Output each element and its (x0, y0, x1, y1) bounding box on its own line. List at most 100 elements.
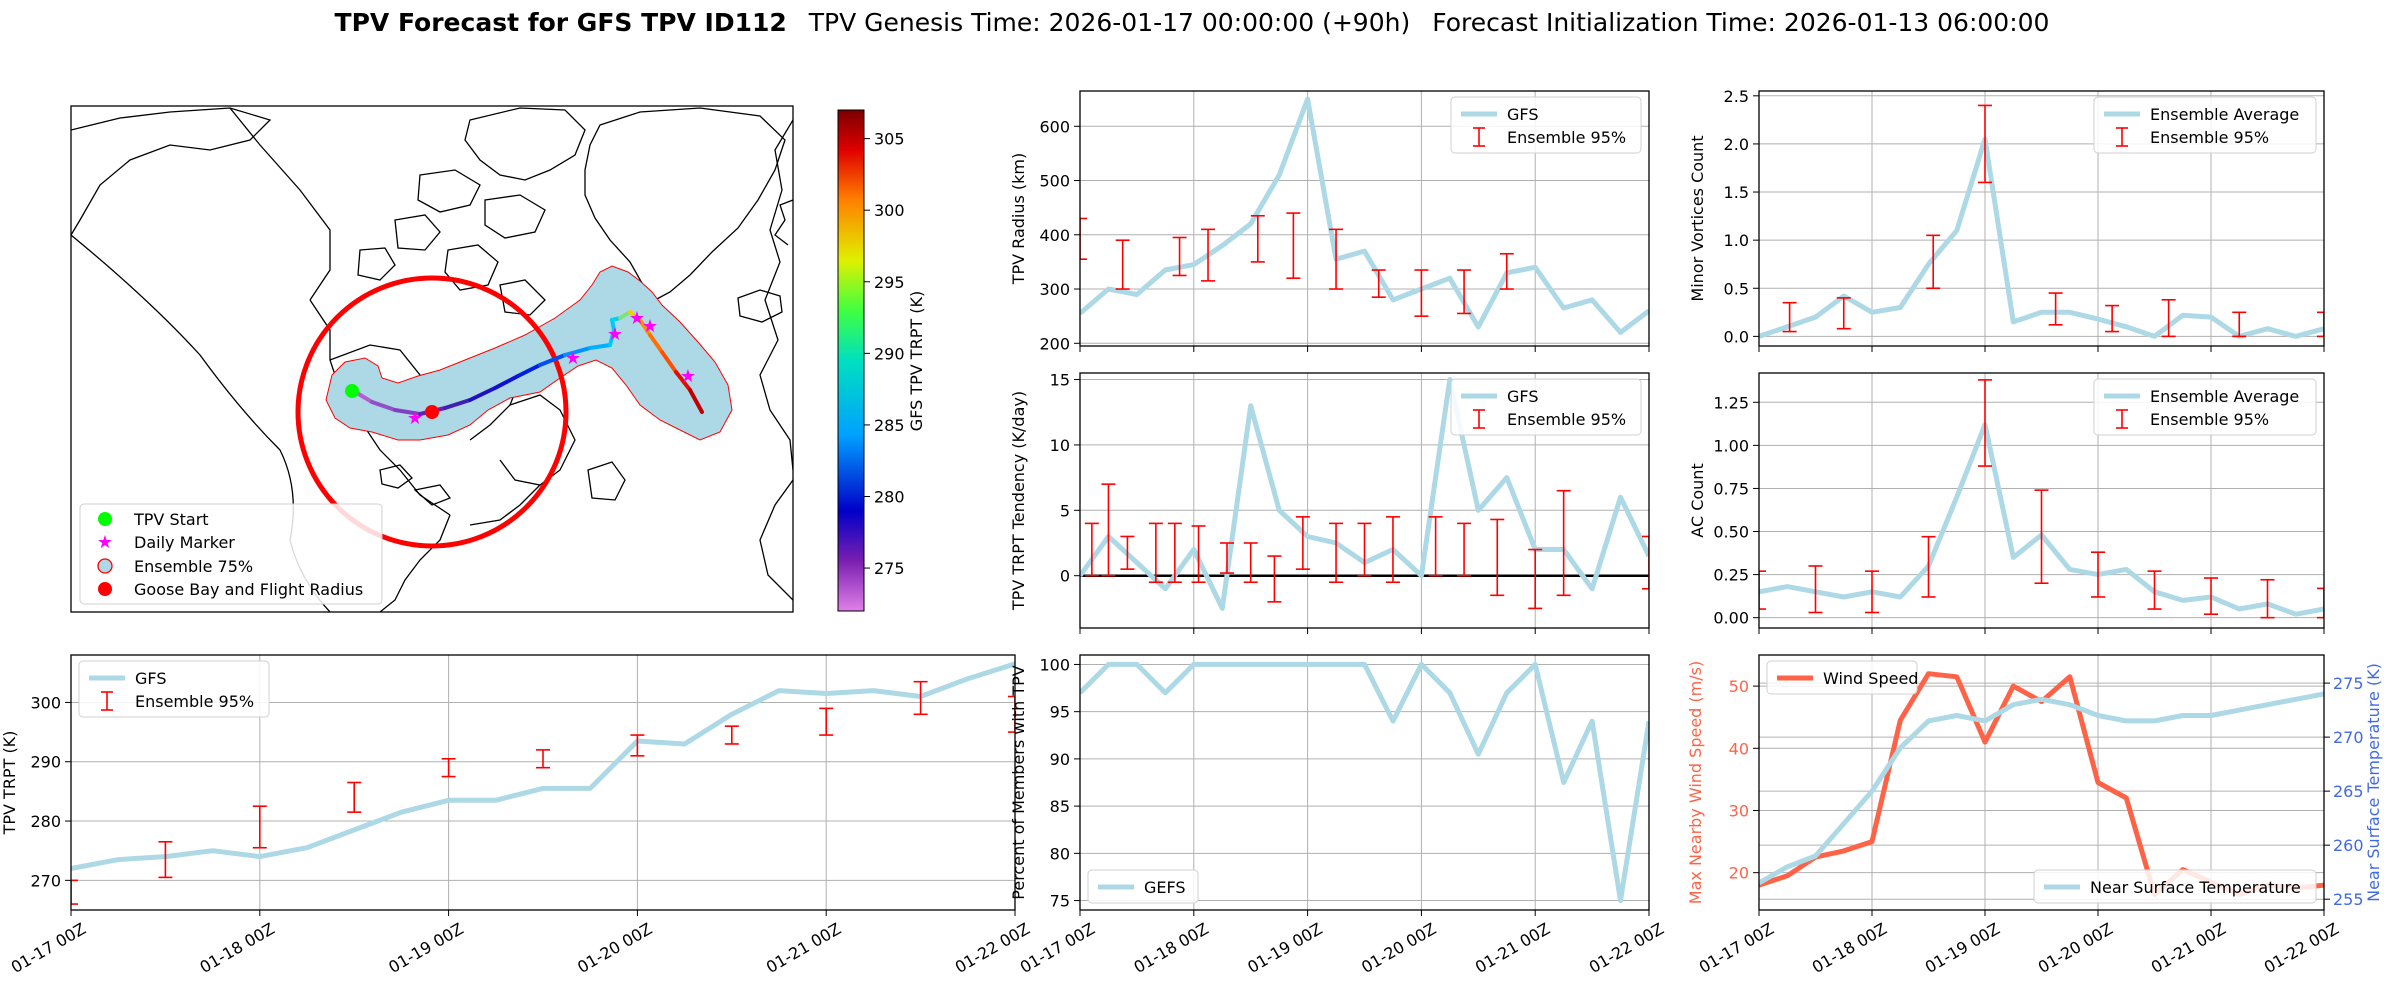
y-tick-label: 2.0 (1724, 135, 1749, 154)
series-line-0 (1759, 674, 2324, 895)
legend-label: Ensemble Average (2150, 387, 2299, 406)
y-tick-label: 1.00 (1713, 436, 1749, 455)
y-tick-label: 280 (30, 812, 61, 831)
legend-label: Ensemble 95% (2150, 128, 2269, 147)
legend-ensemble-marker (98, 559, 112, 573)
y-tick-label: 50 (1729, 677, 1749, 696)
errorbar (2049, 293, 2063, 325)
errorbar (1557, 491, 1571, 596)
y-tick-label: 0.5 (1724, 279, 1749, 298)
x-tick-label: 01-18 00Z (1809, 919, 1890, 977)
map-legend: TPV Start ★ Daily Marker Ensemble 75% Go… (80, 504, 382, 604)
y-tick-label: 2.5 (1724, 87, 1749, 106)
errorbar (158, 842, 172, 878)
y-tick-label: 300 (30, 693, 61, 712)
legend: GFS Ensemble 95% (79, 661, 269, 717)
x-tick-label: 01-17 00Z (8, 919, 89, 977)
errorbar (1457, 523, 1471, 575)
legend-label: Wind Speed (1823, 669, 1918, 688)
y-tick-label: 10 (1050, 436, 1070, 455)
x-tick-label: 01-22 00Z (1586, 919, 1667, 977)
y-tick-label: 40 (1729, 739, 1749, 758)
x-tick-label: 01-21 00Z (2148, 919, 2229, 977)
y-tick-label: 5 (1060, 501, 1070, 520)
y-axis-label: Minor Vortices Count (1688, 135, 1707, 301)
x-tick-label: 01-21 00Z (1472, 919, 1553, 977)
y-tick-label: 75 (1050, 892, 1070, 911)
colorbar-tick-label: 300 (874, 201, 905, 220)
goose-bay-marker (425, 405, 439, 419)
legend-label: GEFS (1144, 878, 1186, 897)
y-tick-label: 600 (1039, 117, 1070, 136)
legend: Near Surface Temperature (2034, 870, 2316, 903)
x-tick-label: 01-22 00Z (2261, 919, 2342, 977)
y-axis-label: AC Count (1688, 463, 1707, 537)
plot-area (1759, 674, 2324, 895)
map-panel: ★★★★★★ TPV Start ★ Daily Marker Ensemble… (71, 106, 926, 612)
legend-start-marker (98, 512, 112, 526)
x-tick-label: 01-19 00Z (1922, 919, 2003, 977)
title-init: Forecast Initialization Time: 2026-01-13… (1432, 8, 2049, 37)
legend-label: GFS (135, 669, 166, 688)
y-axis-label: TPV TRPT (K) (0, 731, 19, 836)
y-tick-label: 20 (1729, 864, 1749, 883)
daily-marker: ★ (607, 324, 623, 345)
y-tick-label: 0.25 (1713, 566, 1749, 585)
x-tick-label: 01-19 00Z (385, 919, 466, 977)
y-tick-label: 200 (1039, 334, 1070, 353)
x-tick-label: 01-18 00Z (197, 919, 278, 977)
legend-label: Ensemble 95% (135, 692, 254, 711)
legend-label: Near Surface Temperature (2090, 878, 2301, 897)
x-tick-label: 01-17 00Z (1017, 919, 1098, 977)
colorbar (838, 110, 864, 611)
y-tick-label: 290 (30, 753, 61, 772)
y-tick-label: 0 (1060, 567, 1070, 586)
errorbar (253, 806, 267, 848)
errorbar (1101, 484, 1115, 576)
errorbar (2105, 306, 2119, 332)
errorbar (536, 750, 550, 768)
y-tick-label: 300 (1039, 280, 1070, 299)
y-tick-label: 500 (1039, 172, 1070, 191)
errorbar (1116, 240, 1130, 289)
errorbar (2261, 580, 2275, 618)
legend: GEFS (1088, 870, 1198, 903)
y-tick-label: 1.5 (1724, 183, 1749, 202)
colorbar-tick-label: 275 (874, 559, 905, 578)
legend: Ensemble Average Ensemble 95% (2094, 97, 2316, 153)
legend-label: Ensemble Average (2150, 105, 2299, 124)
x-tick-label: 01-17 00Z (1696, 919, 1777, 977)
y-tick-label: 1.25 (1713, 393, 1749, 412)
legend-daily-marker-icon: ★ (97, 532, 113, 553)
y-tick-label: 95 (1050, 703, 1070, 722)
legend-label: Ensemble 95% (1507, 128, 1626, 147)
series-line-1 (1759, 694, 2324, 883)
map-legend-daily: Daily Marker (134, 533, 235, 552)
daily-marker: ★ (565, 348, 581, 369)
legend-label: GFS (1507, 105, 1538, 124)
errorbar (1267, 556, 1281, 602)
daily-marker: ★ (680, 366, 696, 387)
y-tick-label-right: 260 (2333, 836, 2364, 855)
errorbar (347, 783, 361, 813)
errorbar (1286, 213, 1300, 278)
y-axis-label: TPV Radius (km) (1009, 153, 1028, 286)
colorbar-tick-label: 280 (874, 487, 905, 506)
errorbar (1490, 519, 1504, 595)
errorbar (1168, 523, 1182, 582)
colorbar-tick-label: 290 (874, 344, 905, 363)
title-main: TPV Forecast for GFS TPV ID112 (335, 8, 787, 37)
y-tick-label: 85 (1050, 797, 1070, 816)
colorbar-tick-label: 305 (874, 130, 905, 149)
